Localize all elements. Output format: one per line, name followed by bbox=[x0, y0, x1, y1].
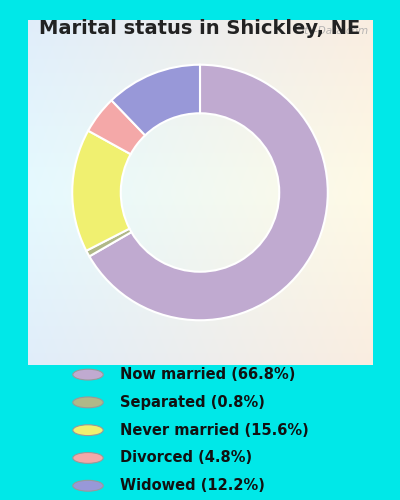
Circle shape bbox=[73, 480, 103, 491]
Text: Widowed (12.2%): Widowed (12.2%) bbox=[120, 478, 265, 493]
Wedge shape bbox=[88, 100, 145, 154]
Wedge shape bbox=[112, 64, 200, 136]
Text: Now married (66.8%): Now married (66.8%) bbox=[120, 367, 295, 382]
Circle shape bbox=[73, 425, 103, 436]
Wedge shape bbox=[86, 228, 131, 256]
Text: Separated (0.8%): Separated (0.8%) bbox=[120, 395, 265, 410]
Circle shape bbox=[73, 452, 103, 464]
Text: City-Data.com: City-Data.com bbox=[294, 26, 369, 36]
Text: Divorced (4.8%): Divorced (4.8%) bbox=[120, 450, 252, 466]
Circle shape bbox=[73, 397, 103, 408]
Circle shape bbox=[73, 369, 103, 380]
Wedge shape bbox=[89, 64, 328, 320]
Wedge shape bbox=[72, 130, 131, 251]
Text: Never married (15.6%): Never married (15.6%) bbox=[120, 422, 309, 438]
Text: Marital status in Shickley, NE: Marital status in Shickley, NE bbox=[39, 19, 361, 38]
